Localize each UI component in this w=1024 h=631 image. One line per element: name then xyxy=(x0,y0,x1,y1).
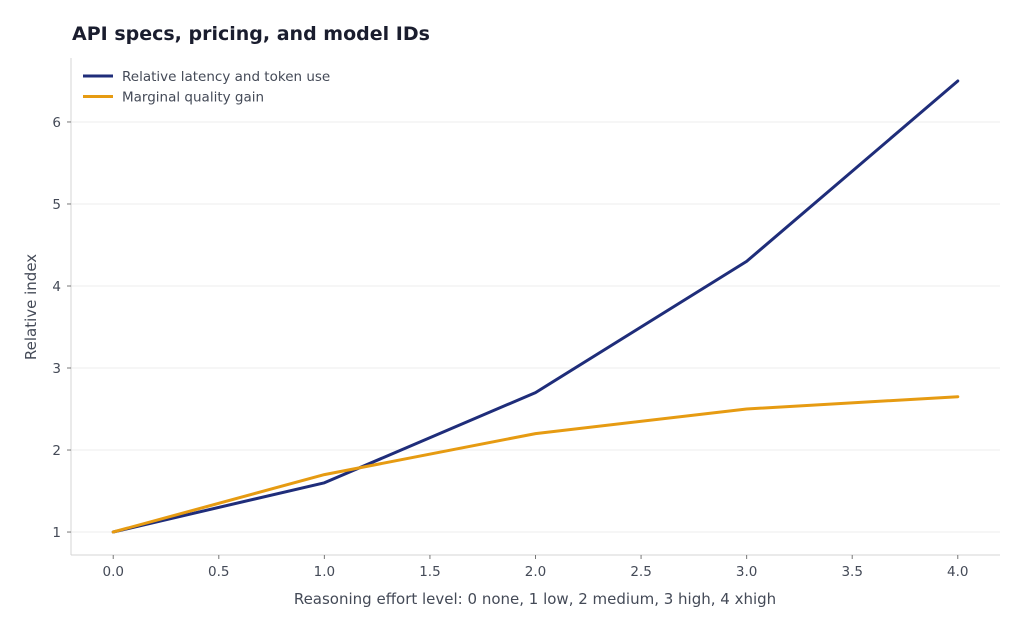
x-axis-label: Reasoning effort level: 0 none, 1 low, 2… xyxy=(294,590,776,608)
series-lines xyxy=(111,79,960,534)
series-line-0 xyxy=(111,79,960,534)
y-tick-label: 1 xyxy=(52,525,61,541)
y-tick-label: 6 xyxy=(52,115,61,131)
x-tick-label: 3.5 xyxy=(841,564,862,580)
legend-label-1: Marginal quality gain xyxy=(122,90,264,106)
axes: 1 2 3 4 5 6 0.0 0.5 1.0 1.5 2.0 2.5 3.0 3.5 4.0 xyxy=(52,58,1000,580)
y-tick-label: 4 xyxy=(52,279,61,295)
x-tick-label: 3.0 xyxy=(736,564,757,580)
x-tick-label: 4.0 xyxy=(947,564,968,580)
grid-lines xyxy=(71,121,1000,533)
x-tick-label: 2.5 xyxy=(630,564,651,580)
y-axis-label: Relative index xyxy=(22,254,40,360)
chart-title: API specs, pricing, and model IDs xyxy=(72,23,430,45)
y-tick-label: 3 xyxy=(52,361,61,377)
y-tick-label: 5 xyxy=(52,197,61,213)
x-tick-label: 0.5 xyxy=(208,564,229,580)
legend-label-0: Relative latency and token use xyxy=(122,69,330,85)
series-line-1 xyxy=(111,395,960,534)
y-tick-label: 2 xyxy=(52,443,61,459)
x-tick-label: 1.5 xyxy=(419,564,440,580)
x-tick-label: 2.0 xyxy=(525,564,546,580)
legend: Relative latency and token use Marginal q… xyxy=(83,69,330,106)
x-tick-label: 0.0 xyxy=(102,564,123,580)
x-tick-label: 1.0 xyxy=(314,564,335,580)
